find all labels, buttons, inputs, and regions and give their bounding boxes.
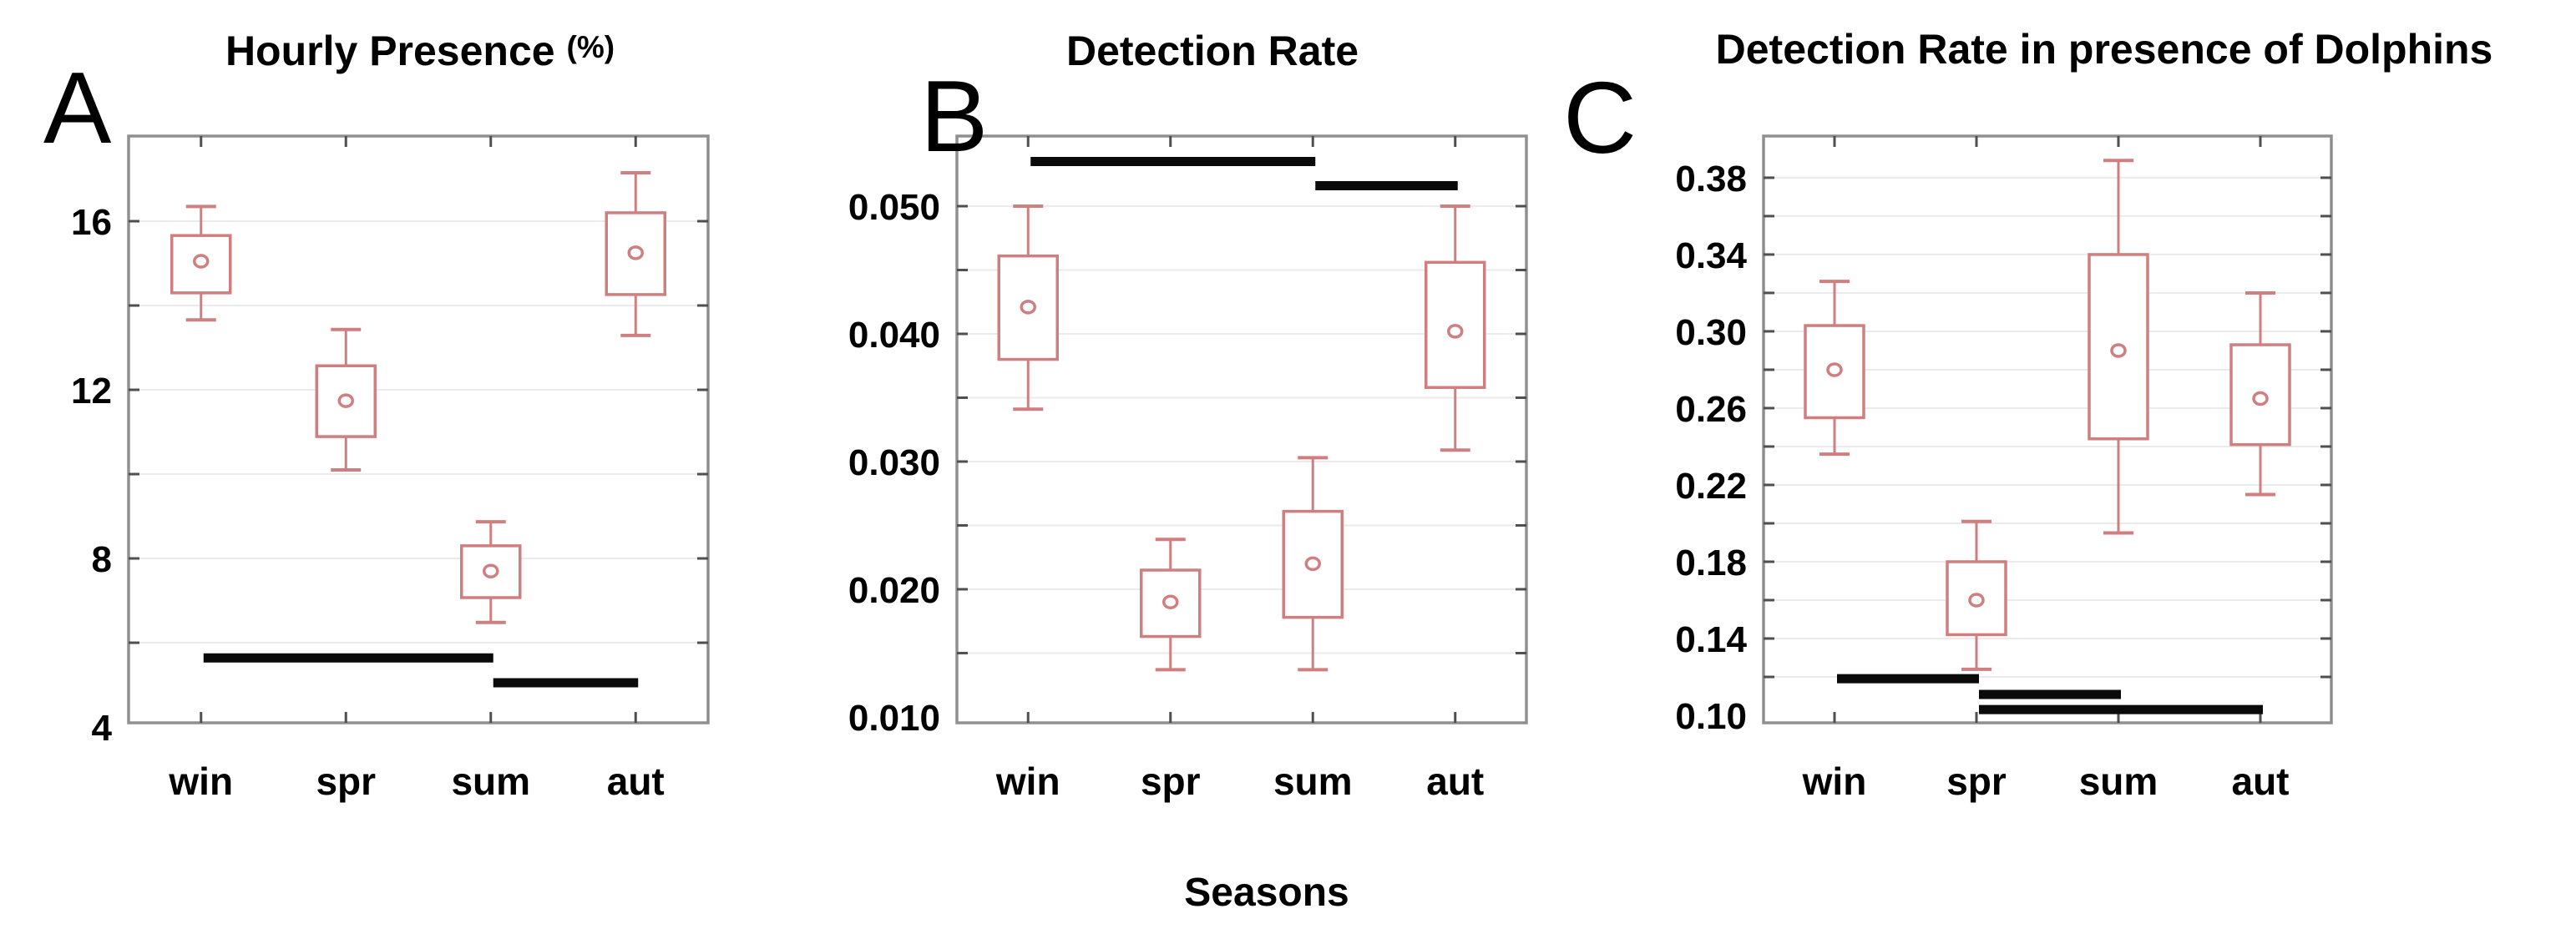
- median-marker: [1162, 594, 1179, 610]
- median-marker: [337, 393, 354, 408]
- box-win: [997, 204, 1059, 411]
- x-tick-label: spr: [1141, 760, 1201, 803]
- median-marker: [1826, 362, 1843, 377]
- box-win: [170, 204, 232, 322]
- x-tick-label: sum: [1273, 760, 1353, 803]
- panel-a-title: Hourly Presence (%): [225, 27, 615, 75]
- y-tick-label: 0.14: [1675, 619, 1747, 660]
- box-sum: [1282, 456, 1344, 672]
- median-marker: [1968, 593, 1985, 608]
- y-tick-label: 0.34: [1675, 235, 1747, 276]
- median-marker: [483, 563, 499, 578]
- plot-frame: [127, 134, 710, 724]
- box-spr: [1140, 538, 1202, 672]
- y-tick-label: 0.040: [848, 315, 940, 356]
- y-tick-label: 16: [71, 202, 112, 243]
- y-tick-label: 0.22: [1675, 466, 1747, 507]
- box-aut: [2229, 290, 2291, 497]
- panel-b-plot: 0.050 0.040 0.030 0.020 0.010 win spr sum aut: [848, 134, 1528, 803]
- box-spr: [315, 327, 377, 472]
- plot-frame: [955, 134, 1528, 724]
- x-tick-label: sum: [451, 760, 530, 803]
- x-tick-label: win: [168, 760, 233, 803]
- y-tick-label: 0.10: [1675, 696, 1747, 737]
- x-tick-label: spr: [316, 760, 376, 803]
- median-marker: [2110, 343, 2127, 358]
- x-axis-label-seasons: Seasons: [1184, 871, 1349, 915]
- plot-frame: [1762, 134, 2333, 724]
- median-marker: [627, 245, 644, 260]
- box-rect: [605, 211, 666, 296]
- median-marker: [1020, 300, 1036, 315]
- y-tick-label: 0.18: [1675, 543, 1747, 583]
- x-tick-label: spr: [1946, 760, 2007, 803]
- y-tick-label: 12: [71, 371, 112, 411]
- panel-b-title: Detection Rate: [1066, 27, 1359, 75]
- panel-a-title-main: Hourly Presence: [225, 28, 555, 74]
- panel-c-title-main: Detection Rate in presence of Dolphins: [1715, 26, 2493, 73]
- x-tick-label: sum: [2079, 760, 2158, 803]
- median-marker: [1447, 324, 1464, 339]
- x-tick-label: aut: [2232, 760, 2290, 803]
- median-marker: [2252, 391, 2269, 406]
- box-sum: [2088, 159, 2149, 535]
- median-marker: [193, 254, 210, 269]
- y-tick-label: 0.030: [848, 442, 940, 483]
- x-tick-label: win: [1802, 760, 1867, 803]
- y-tick-label: 0.020: [848, 570, 940, 611]
- y-tick-label: 0.26: [1675, 389, 1747, 430]
- y-tick-label: 0.010: [848, 698, 940, 739]
- y-tick-label: 4: [92, 708, 113, 749]
- x-tick-label: aut: [607, 760, 665, 803]
- box-spr: [1946, 519, 2007, 671]
- panel-label-b: B: [920, 59, 988, 173]
- panel-label-a: A: [43, 51, 111, 164]
- box-win: [1804, 280, 1865, 457]
- panel-c-plot: 0.38 0.34 0.30 0.26 0.22 0.18 0.14 0.10 win spr su…: [1675, 134, 2333, 803]
- y-tick-label: 0.30: [1675, 312, 1747, 353]
- box-aut: [1425, 204, 1486, 452]
- y-tick-label: 8: [92, 539, 112, 580]
- y-tick-label: 0.38: [1675, 159, 1747, 199]
- box-aut: [605, 170, 666, 337]
- box-sum: [460, 520, 522, 624]
- panel-b-title-main: Detection Rate: [1065, 28, 1359, 74]
- x-tick-label: aut: [1426, 760, 1484, 803]
- panel-a-plot: 16 12 8 4 win spr sum aut: [71, 134, 710, 803]
- panel-label-c: C: [1563, 61, 1637, 174]
- panel-a-title-suffix: (%): [566, 30, 615, 64]
- x-tick-label: win: [995, 760, 1060, 803]
- panel-c-title: Detection Rate in presence of Dolphins: [1716, 25, 2493, 73]
- median-marker: [1304, 556, 1321, 572]
- y-tick-label: 0.050: [848, 187, 940, 228]
